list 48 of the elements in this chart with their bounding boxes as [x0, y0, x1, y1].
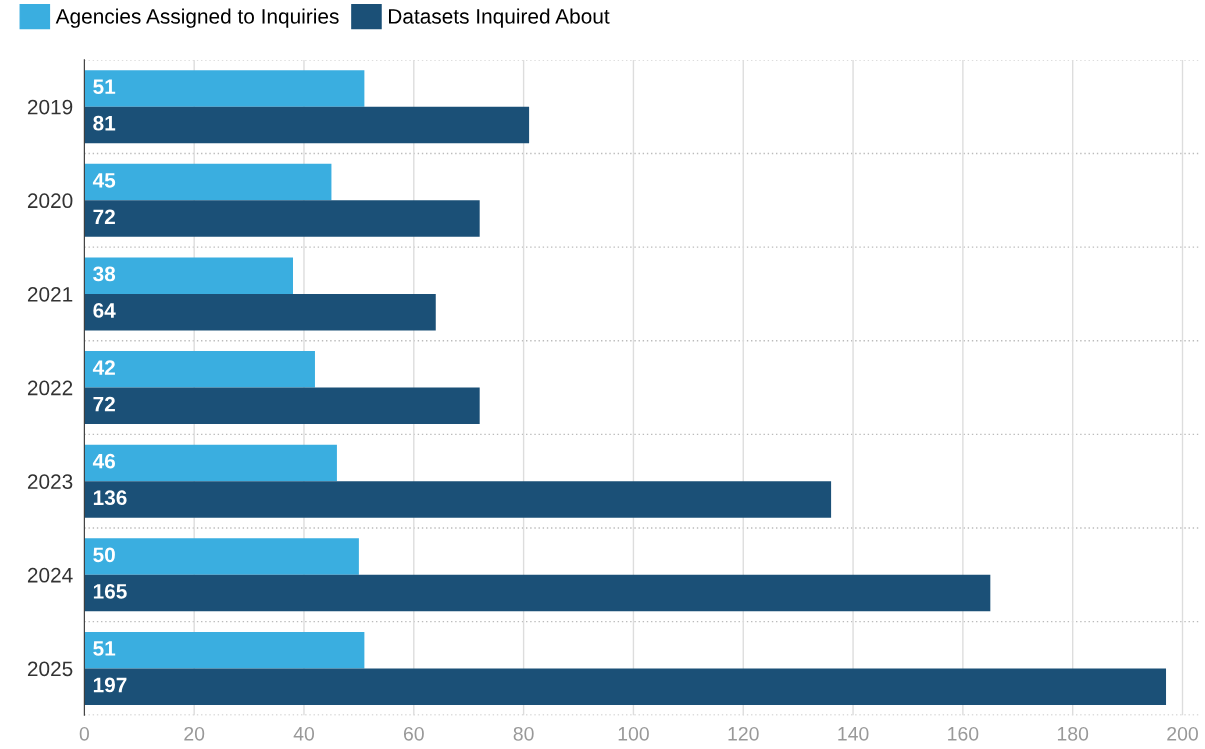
- data-label: 72: [93, 209, 115, 224]
- y-tick-label: 2024: [27, 567, 73, 583]
- bar: [84, 444, 337, 482]
- bar: [84, 387, 480, 425]
- data-label: 50: [93, 547, 115, 563]
- data-label: 81: [93, 115, 116, 131]
- data-label: 64: [93, 303, 116, 318]
- bar: [84, 538, 359, 575]
- bar: [84, 293, 436, 331]
- data-label: 45: [92, 173, 116, 188]
- x-tick-label: 120: [728, 726, 759, 741]
- x-tick-label: 200: [1167, 726, 1198, 741]
- bar: [84, 481, 832, 518]
- bar: [84, 106, 530, 144]
- x-tick-label: 180: [1057, 726, 1089, 741]
- bar: [84, 351, 315, 388]
- x-tick-label: 60: [403, 726, 424, 741]
- bar: [84, 163, 332, 201]
- data-label: 197: [93, 677, 127, 693]
- data-label: 51: [93, 79, 116, 95]
- bar: [84, 200, 480, 237]
- x-tick-label: 40: [293, 726, 315, 741]
- data-label: 38: [93, 266, 116, 282]
- x-tick-label: 160: [948, 726, 979, 741]
- y-tick-label: 2025: [27, 661, 73, 677]
- data-label: 46: [92, 453, 116, 469]
- bar: [84, 631, 365, 669]
- data-label: 72: [93, 396, 115, 412]
- bar: [84, 257, 293, 294]
- y-tick-label: 2019: [27, 99, 73, 115]
- data-label: 165: [93, 583, 127, 599]
- y-tick-label: 2021: [27, 286, 73, 302]
- data-label: 136: [93, 490, 127, 506]
- x-tick-label: 0: [79, 726, 89, 741]
- x-tick-label: 20: [184, 726, 205, 741]
- data-label: 42: [92, 360, 115, 375]
- x-tick-label: 80: [513, 726, 534, 741]
- legend-label: Datasets Inquired About: [389, 8, 610, 28]
- bar: [84, 574, 991, 612]
- x-tick-label: 100: [618, 726, 649, 741]
- legend-label: Agencies Assigned to Inquiries: [55, 8, 339, 28]
- y-tick-label: 2022: [27, 380, 73, 396]
- bar: [84, 70, 365, 107]
- data-label: 51: [93, 641, 116, 656]
- y-tick-label: 2023: [27, 474, 73, 489]
- bar: [84, 668, 1167, 705]
- y-tick-label: 2020: [27, 193, 73, 209]
- x-tick-label: 140: [838, 726, 869, 741]
